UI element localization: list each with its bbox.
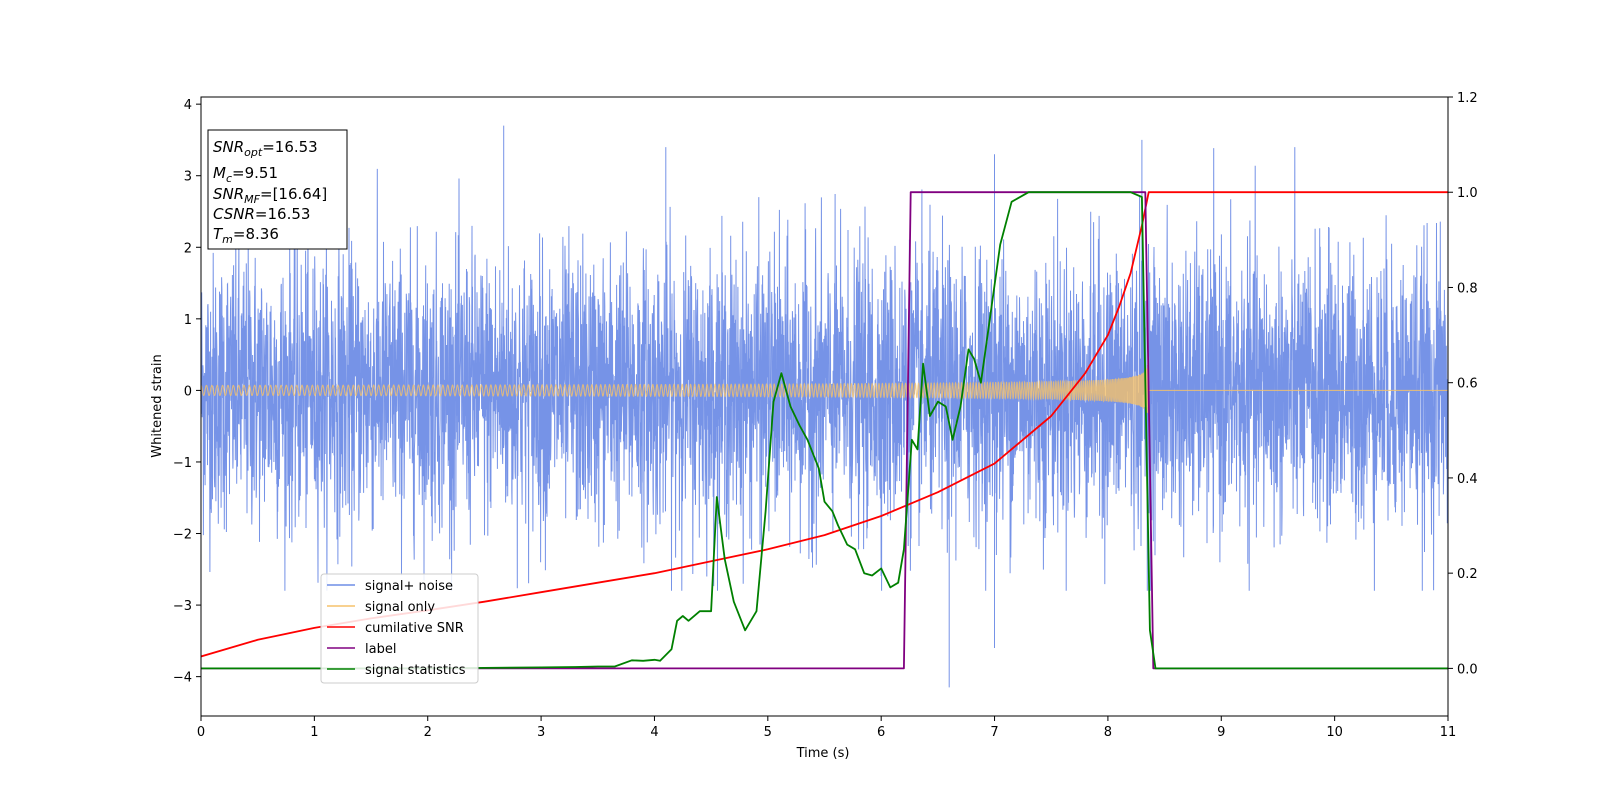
legend-frame bbox=[320, 573, 479, 684]
x-axis-label: Time (s) bbox=[796, 746, 850, 761]
stat-csnr: CSNR=16.53 bbox=[213, 205, 310, 223]
x-tick-label: 3 bbox=[537, 725, 545, 740]
y-right-tick-label: 0.6 bbox=[1457, 377, 1478, 392]
stats-box-frame bbox=[207, 129, 348, 250]
legend: signal+ noise signal only cumilative SNR… bbox=[320, 573, 479, 684]
y-axis-right: 1.2 1.0 0.8 0.6 0.4 0.2 0.0 bbox=[1448, 91, 1478, 677]
stats-box: SNRopt=16.53 Mc=9.51 SNRMF=[16.64] CSNR=… bbox=[207, 129, 348, 250]
y-right-tick-label: 0.0 bbox=[1457, 662, 1478, 677]
y-axis-label-left: Whitened strain bbox=[150, 354, 165, 457]
y-left-tick-label: −4 bbox=[173, 671, 192, 686]
legend-label-signal-noise: signal+ noise bbox=[365, 579, 453, 594]
y-right-tick-label: 0.4 bbox=[1457, 472, 1478, 487]
y-left-tick-label: −1 bbox=[173, 456, 192, 471]
x-tick-label: 1 bbox=[310, 725, 318, 740]
y-right-tick-label: 0.2 bbox=[1457, 567, 1478, 582]
x-tick-label: 10 bbox=[1326, 725, 1343, 740]
x-tick-label: 2 bbox=[424, 725, 432, 740]
x-tick-label: 5 bbox=[764, 725, 772, 740]
x-tick-label: 0 bbox=[197, 725, 205, 740]
y-left-tick-label: −3 bbox=[173, 599, 192, 614]
y-left-tick-label: −2 bbox=[173, 528, 192, 543]
y-left-tick-label: 2 bbox=[184, 241, 192, 256]
x-tick-label: 11 bbox=[1440, 725, 1457, 740]
series-signal-statistics bbox=[201, 191, 1448, 670]
y-right-tick-label: 0.8 bbox=[1457, 281, 1478, 296]
y-right-tick-label: 1.0 bbox=[1457, 186, 1478, 201]
x-tick-label: 6 bbox=[877, 725, 885, 740]
stat-mc: Mc=9.51 bbox=[213, 164, 278, 185]
x-tick-label: 7 bbox=[990, 725, 998, 740]
stat-snr-opt: SNRopt=16.53 bbox=[213, 138, 318, 159]
y-left-tick-label: 4 bbox=[184, 98, 192, 113]
x-tick-label: 9 bbox=[1217, 725, 1225, 740]
y-left-tick-label: 1 bbox=[184, 313, 192, 328]
plot-frame bbox=[200, 96, 1449, 717]
x-tick-label: 8 bbox=[1104, 725, 1112, 740]
legend-label-signal-only: signal only bbox=[365, 600, 435, 615]
series-signal-noise bbox=[201, 125, 1448, 688]
stat-tm: Tm=8.36 bbox=[213, 225, 279, 246]
x-axis: 0 1 2 3 4 5 6 7 8 9 10 11 bbox=[197, 716, 1456, 740]
x-tick-label: 4 bbox=[650, 725, 658, 740]
legend-label-cumulative-snr: cumilative SNR bbox=[365, 621, 464, 636]
stat-snr-mf: SNRMF=[16.64] bbox=[213, 185, 327, 206]
legend-label-label: label bbox=[365, 642, 396, 657]
y-right-tick-label: 1.2 bbox=[1457, 91, 1478, 106]
legend-label-signal-statistics: signal statistics bbox=[365, 663, 466, 678]
y-left-tick-label: 3 bbox=[184, 170, 192, 185]
y-left-tick-label: 0 bbox=[184, 384, 192, 399]
series-signal-only bbox=[201, 356, 1448, 413]
y-axis-left: 4 3 2 1 0 −1 −2 −3 −4 bbox=[173, 98, 201, 686]
